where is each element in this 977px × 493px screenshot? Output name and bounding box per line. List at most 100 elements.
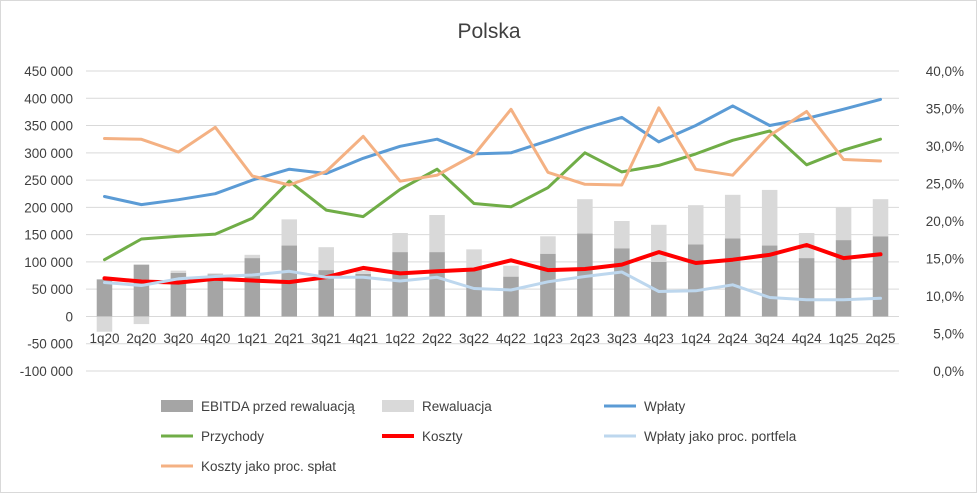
bar-ebitda-przed-rewaluacj-	[392, 252, 408, 317]
bar-rewaluacja	[355, 270, 371, 274]
bar-ebitda-przed-rewaluacj-	[133, 264, 150, 317]
right-tick-label: 35,0%	[926, 102, 964, 117]
x-tick-label: 3q23	[607, 331, 637, 346]
left-tick-label: 200 000	[24, 200, 73, 215]
bar-rewaluacja	[724, 194, 741, 239]
bar-ebitda-przed-rewaluacj-	[96, 279, 113, 317]
bar-ebitda-przed-rewaluacj-	[503, 276, 519, 317]
bar-rewaluacja	[318, 247, 334, 271]
line-koszty-jako-proc-sp-at	[103, 106, 882, 187]
bar-rewaluacja	[170, 270, 187, 273]
bar-rewaluacja	[503, 265, 519, 277]
bar-rewaluacja	[577, 199, 593, 234]
bar-ebitda-przed-rewaluacj-	[651, 261, 667, 317]
x-tick-label: 2q24	[718, 331, 749, 346]
right-tick-label: 30,0%	[926, 139, 964, 154]
lines	[102, 97, 883, 302]
x-tick-label: 1q25	[829, 331, 859, 346]
x-tick-label: 1q23	[533, 331, 563, 346]
bar-rewaluacja	[761, 189, 778, 246]
line-wp-aty-jako-proc-portfela	[103, 269, 882, 302]
x-axis-ticks: 1q20 2q20 3q20 4q20 1q21 2q21 3q21 4q21 1q22 2q22…	[89, 331, 895, 346]
line-koszty	[102, 243, 883, 285]
bar-rewaluacja	[429, 215, 445, 253]
legend-label: EBITDA przed rewaluacją	[201, 399, 355, 414]
x-tick-label: 1q24	[681, 331, 712, 346]
bar-ebitda-przed-rewaluacj-	[318, 270, 334, 317]
legend-swatch-ebitda-przed-rewaluacj-	[161, 400, 193, 412]
x-tick-label: 4q21	[348, 331, 378, 346]
x-tick-label: 1q22	[385, 331, 415, 346]
bar-rewaluacja	[133, 316, 150, 325]
x-tick-label: 2q22	[422, 331, 452, 346]
x-tick-label: 4q23	[644, 331, 674, 346]
left-axis-ticks: -100 000 -50 000 0 50 000 100 000 150 000 200 …	[20, 64, 73, 379]
bar-ebitda-przed-rewaluacj-	[244, 258, 261, 317]
line-przychody	[103, 129, 882, 262]
x-tick-label: 1q20	[89, 331, 119, 346]
x-tick-label: 2q25	[865, 331, 895, 346]
bar-rewaluacja	[651, 224, 667, 262]
bar-rewaluacja	[466, 249, 482, 269]
bars	[96, 189, 889, 332]
bar-ebitda-przed-rewaluacj-	[207, 274, 224, 317]
left-tick-label: -50 000	[27, 337, 73, 352]
x-tick-label: 3q24	[755, 331, 786, 346]
line-wp-aty	[103, 97, 882, 207]
legend-label: Przychody	[201, 429, 264, 444]
x-tick-label: 3q21	[311, 331, 341, 346]
bar-ebitda-przed-rewaluacj-	[798, 258, 815, 317]
x-tick-label: 4q24	[792, 331, 823, 346]
x-tick-label: 4q20	[200, 331, 230, 346]
left-tick-label: 400 000	[24, 91, 73, 106]
right-tick-label: 20,0%	[926, 214, 964, 229]
bar-rewaluacja	[687, 205, 704, 245]
bar-ebitda-przed-rewaluacj-	[540, 253, 556, 317]
bar-rewaluacja	[540, 236, 556, 254]
right-tick-label: 15,0%	[926, 252, 964, 267]
bar-rewaluacja	[835, 207, 852, 241]
x-tick-label: 3q20	[163, 331, 193, 346]
bar-ebitda-przed-rewaluacj-	[724, 238, 741, 317]
bar-rewaluacja	[96, 316, 113, 332]
bar-ebitda-przed-rewaluacj-	[466, 268, 482, 317]
x-tick-label: 3q22	[459, 331, 489, 346]
left-tick-label: 150 000	[24, 228, 73, 243]
right-tick-label: 25,0%	[926, 177, 964, 192]
x-tick-label: 2q20	[126, 331, 156, 346]
bar-rewaluacja	[244, 254, 261, 259]
legend: EBITDA przed rewaluacją Rewaluacja Wpłaty P…	[161, 399, 797, 474]
bar-rewaluacja	[281, 219, 298, 246]
left-tick-label: 300 000	[24, 146, 73, 161]
bar-ebitda-przed-rewaluacj-	[872, 236, 889, 317]
bar-rewaluacja	[207, 273, 224, 275]
legend-label: Wpłaty	[644, 399, 686, 414]
bar-ebitda-przed-rewaluacj-	[355, 273, 371, 317]
legend-label: Wpłaty jako proc. portfela	[644, 429, 797, 444]
right-tick-label: 0,0%	[933, 364, 964, 379]
chart-title: Polska	[457, 20, 520, 43]
x-tick-label: 4q22	[496, 331, 526, 346]
bar-rewaluacja	[614, 221, 630, 249]
left-tick-label: 50 000	[32, 282, 73, 297]
legend-label: Rewaluacja	[422, 399, 492, 414]
x-tick-label: 2q21	[274, 331, 304, 346]
legend-swatch-rewaluacja	[382, 400, 414, 412]
bar-rewaluacja	[392, 233, 408, 253]
bar-ebitda-przed-rewaluacj-	[614, 248, 630, 317]
bar-rewaluacja	[872, 199, 889, 237]
left-tick-label: 450 000	[24, 64, 73, 79]
right-tick-label: 5,0%	[933, 327, 964, 342]
left-tick-label: 350 000	[24, 119, 73, 134]
x-tick-label: 2q23	[570, 331, 600, 346]
bar-ebitda-przed-rewaluacj-	[687, 244, 704, 317]
left-tick-label: -100 000	[20, 364, 73, 379]
right-tick-label: 10,0%	[926, 289, 964, 304]
bar-ebitda-przed-rewaluacj-	[835, 240, 852, 317]
left-tick-label: 250 000	[24, 173, 73, 188]
right-tick-label: 40,0%	[926, 64, 964, 79]
left-tick-label: 100 000	[24, 255, 73, 270]
legend-label: Koszty jako proc. spłat	[201, 459, 336, 474]
